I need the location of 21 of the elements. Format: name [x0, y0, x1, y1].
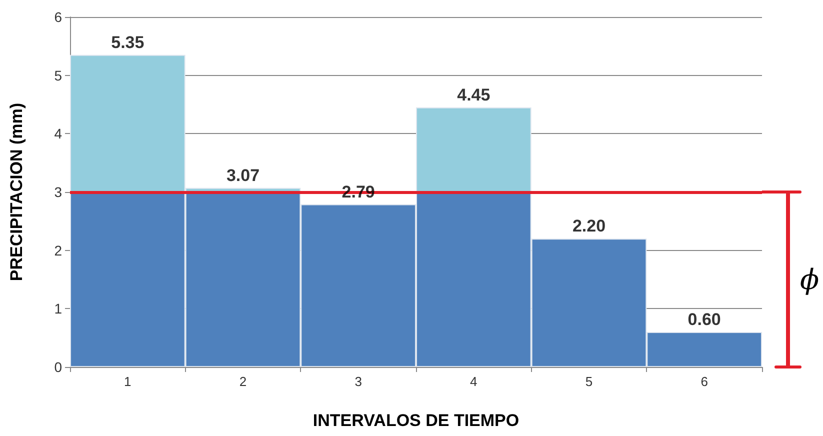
y-tick-label: 0 — [54, 359, 62, 375]
x-tick-label: 3 — [354, 374, 362, 389]
total-label: 0.60 — [688, 310, 721, 329]
y-tick-label: 2 — [54, 242, 62, 258]
x-tick-label: 5 — [585, 374, 593, 389]
y-tick-label: 4 — [54, 126, 62, 142]
x-tick-label: 2 — [239, 374, 247, 389]
text: ϕ — [800, 262, 820, 298]
x-tick-label: 4 — [470, 374, 478, 389]
total-label: 2.20 — [572, 216, 606, 236]
y-tick-label: 6 — [54, 9, 62, 25]
x-tick-label: 6 — [700, 374, 708, 389]
y-tick-label: 1 — [54, 300, 62, 317]
y-tick-label: 5 — [54, 67, 62, 84]
total-label: 4.45 — [457, 85, 490, 104]
y-tick-label: 3 — [54, 184, 62, 200]
total-label: 5.35 — [111, 32, 144, 52]
x-axis-title: INTERVALOS DE TIEMPO — [312, 411, 520, 430]
total-label: 3.07 — [226, 166, 260, 185]
x-tick-label: 1 — [124, 374, 132, 389]
y-axis-title: PRECIPITACION (mm) — [7, 102, 26, 282]
